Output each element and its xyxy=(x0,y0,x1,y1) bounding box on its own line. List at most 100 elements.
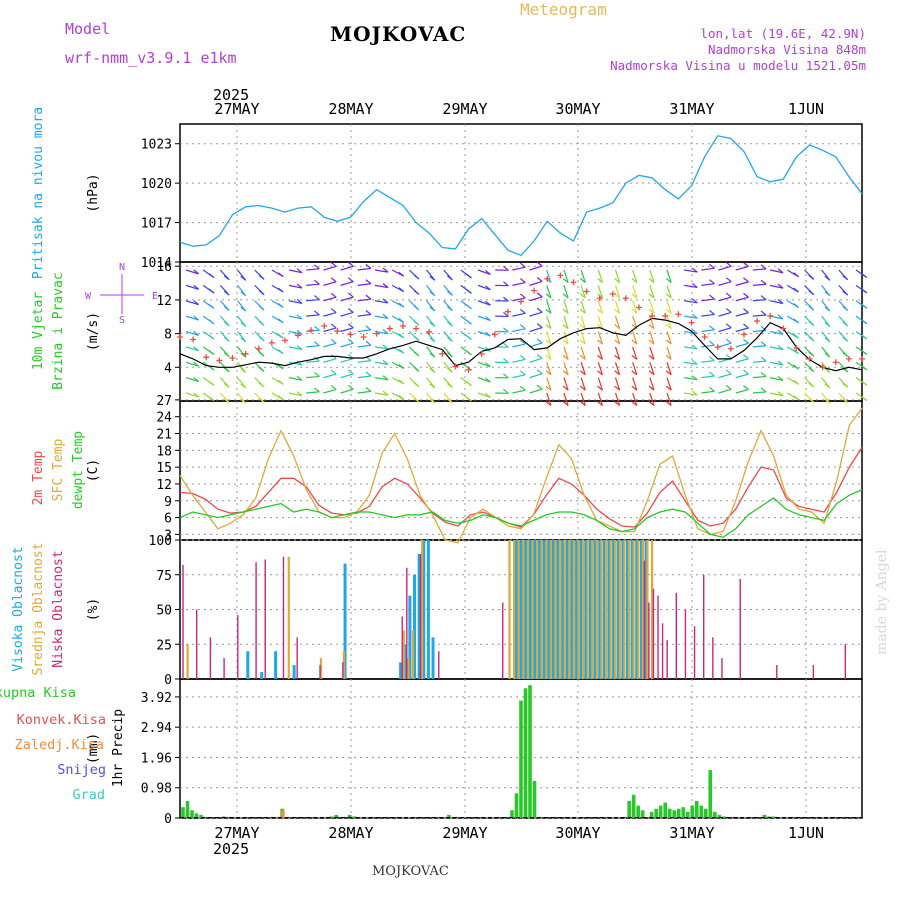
wind-gust-mark xyxy=(479,351,485,357)
wind-barb xyxy=(736,313,749,317)
wind-barb-tick xyxy=(314,311,319,315)
cloud-low-bar xyxy=(653,589,654,679)
y-tick-label: 15 xyxy=(156,461,172,476)
cloud-mid-bar xyxy=(531,540,533,679)
wind-barb xyxy=(753,392,766,393)
wind-barb-tick xyxy=(726,262,731,266)
wind-barb-tick xyxy=(520,371,525,375)
precip-legend-item: Grad xyxy=(72,787,105,803)
wind-barb-tick xyxy=(331,293,336,297)
wind-barb-tick xyxy=(314,326,319,330)
y-tick-label: 6 xyxy=(164,512,172,527)
wind-barb-tick xyxy=(537,354,542,358)
y-tick-label: 8 xyxy=(164,328,172,343)
wind-barb-tick xyxy=(466,382,471,386)
wind-barb-tick xyxy=(314,342,319,346)
watermark: made by Angel xyxy=(874,549,890,655)
y-tick-label: 1023 xyxy=(141,138,172,153)
y-tick-label: 3.92 xyxy=(141,691,172,706)
precip-total-bar xyxy=(632,795,636,818)
cloud-low-bar xyxy=(182,565,183,679)
wind-gust-mark xyxy=(741,331,747,337)
wind-barb xyxy=(701,376,714,378)
precip-total-bar xyxy=(772,816,776,818)
wind-barb xyxy=(701,361,714,363)
wind-barb-tick xyxy=(809,337,814,341)
cloud-low-bar xyxy=(676,593,677,679)
wind-barb-tick xyxy=(314,388,319,392)
cloud-high-bar xyxy=(533,540,536,679)
precip-total-bar xyxy=(627,801,631,818)
wind-barb xyxy=(530,358,543,362)
unit-label: (%) xyxy=(86,598,101,621)
wind-barb xyxy=(512,267,525,270)
wind-barb-tick xyxy=(414,290,419,294)
temp-axis-title-2: SFC Temp xyxy=(51,439,66,502)
wind-barb-tick xyxy=(209,304,214,308)
wind-barb-tick xyxy=(709,295,714,299)
model-label: Model xyxy=(65,20,110,38)
cloud-mid-bar xyxy=(596,540,598,679)
cloud-mid-bar xyxy=(573,540,575,679)
precip-frz-bar xyxy=(281,810,285,818)
wind-barb xyxy=(512,283,525,286)
wind-barb-tick xyxy=(466,274,471,278)
wind-gust-mark xyxy=(715,344,721,350)
cloud-mid-bar xyxy=(577,540,579,679)
precip-legend-item: Ukupna Kisa xyxy=(0,685,76,701)
cloud-low-bar xyxy=(283,557,284,679)
wind-barb xyxy=(341,312,354,316)
cloud-low-bar xyxy=(662,623,663,679)
y-tick-label: 1020 xyxy=(141,177,172,192)
day-label-top: 31MAY xyxy=(669,100,714,118)
precip-total-bar xyxy=(677,809,681,818)
wind-barb-tick xyxy=(709,387,714,391)
y-tick-label: 50 xyxy=(156,604,172,619)
cloud-low-bar xyxy=(319,665,320,679)
wind-gust-mark xyxy=(557,272,563,278)
wind-barb xyxy=(530,328,543,332)
sfc-temp-line xyxy=(180,408,862,543)
precip-total-bar xyxy=(708,770,712,818)
wind-gust-mark xyxy=(256,346,262,352)
y-tick-label: 100 xyxy=(149,534,172,549)
wind-barb xyxy=(323,313,336,317)
wind-barb-tick xyxy=(414,321,419,325)
wind-barb-tick xyxy=(809,352,814,356)
wind-barb-tick xyxy=(809,275,814,279)
wind-barb xyxy=(701,268,714,270)
precip-total-bar xyxy=(515,793,519,818)
cloud-mid-bar xyxy=(637,540,639,679)
cloud-high-bar xyxy=(246,651,249,679)
wind-barb xyxy=(358,299,371,301)
footer-station: MOJKOVAC xyxy=(372,864,449,879)
wind-barb-tick xyxy=(726,278,731,282)
cloud-mid-bar xyxy=(623,540,625,679)
cloud-mid-bar xyxy=(605,540,607,679)
cloud-low-bar xyxy=(406,568,407,679)
coords-label: lon,lat (19.6E, 42.9N) xyxy=(700,26,866,41)
temp-axis-title-3: dewpt Temp xyxy=(71,431,86,509)
wind-gust-mark xyxy=(308,327,314,333)
precip-total-bar xyxy=(510,810,514,818)
wind-barb-tick xyxy=(348,324,353,328)
wind-barb-tick xyxy=(520,355,525,359)
y-tick-label: 16 xyxy=(156,260,172,275)
wind-barb-tick xyxy=(209,350,214,354)
wind-barb xyxy=(719,328,732,332)
wind-barb-tick xyxy=(726,355,731,359)
cloud-high-bar xyxy=(293,665,296,679)
cloud-low-bar xyxy=(438,651,439,679)
wind-gust-mark xyxy=(269,340,275,346)
cloud-mid-bar xyxy=(288,557,290,679)
wind-gust-mark xyxy=(229,355,235,361)
wind-gust-mark xyxy=(531,288,537,294)
wind-barb-tick xyxy=(761,265,766,269)
wind-barb xyxy=(306,300,319,301)
wind-barb-tick xyxy=(331,370,336,374)
wind-barb xyxy=(306,284,319,285)
year-bottom: 2025 xyxy=(213,840,249,858)
cloud-mid-bar xyxy=(564,540,566,679)
cloud-high-bar xyxy=(538,540,541,679)
precip-total-bar xyxy=(659,806,663,818)
